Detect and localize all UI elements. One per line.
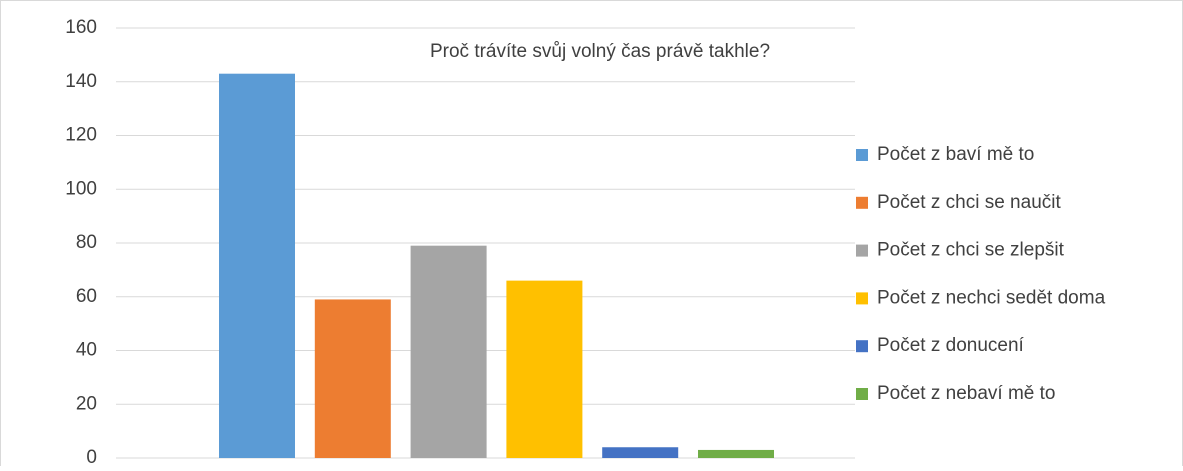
y-tick-label: 0 (86, 447, 97, 466)
y-tick-label: 120 (65, 125, 97, 146)
y-tick-label: 60 (76, 286, 97, 307)
bar (410, 245, 487, 458)
chart-title: Proč trávíte svůj volný čas právě takhle… (430, 41, 770, 62)
legend-swatch (856, 388, 868, 400)
legend-label: Počet z donucení (877, 335, 1025, 356)
legend-label: Počet z baví mě to (877, 144, 1034, 165)
legend-swatch (856, 292, 868, 305)
bar (506, 280, 583, 458)
legend-label: Počet z nebaví mě to (877, 383, 1056, 404)
legend-swatch (856, 244, 868, 257)
bar (314, 299, 391, 458)
legend-label: Počet z chci se naučit (877, 192, 1061, 213)
y-tick-label: 80 (76, 232, 97, 253)
legend-swatch (856, 196, 868, 209)
y-tick-label: 160 (65, 17, 97, 38)
y-tick-label: 100 (65, 178, 97, 199)
bar (602, 447, 679, 458)
y-tick-label: 140 (65, 71, 97, 92)
bar (698, 449, 774, 458)
legend-swatch (856, 340, 868, 353)
legend-label: Počet z nechci sedět doma (877, 287, 1106, 308)
y-tick-label: 20 (76, 393, 97, 414)
y-tick-label: 40 (76, 340, 97, 361)
bar (219, 73, 295, 458)
legend-swatch (856, 149, 868, 161)
legend-label: Počet z chci se zlepšit (877, 240, 1065, 261)
